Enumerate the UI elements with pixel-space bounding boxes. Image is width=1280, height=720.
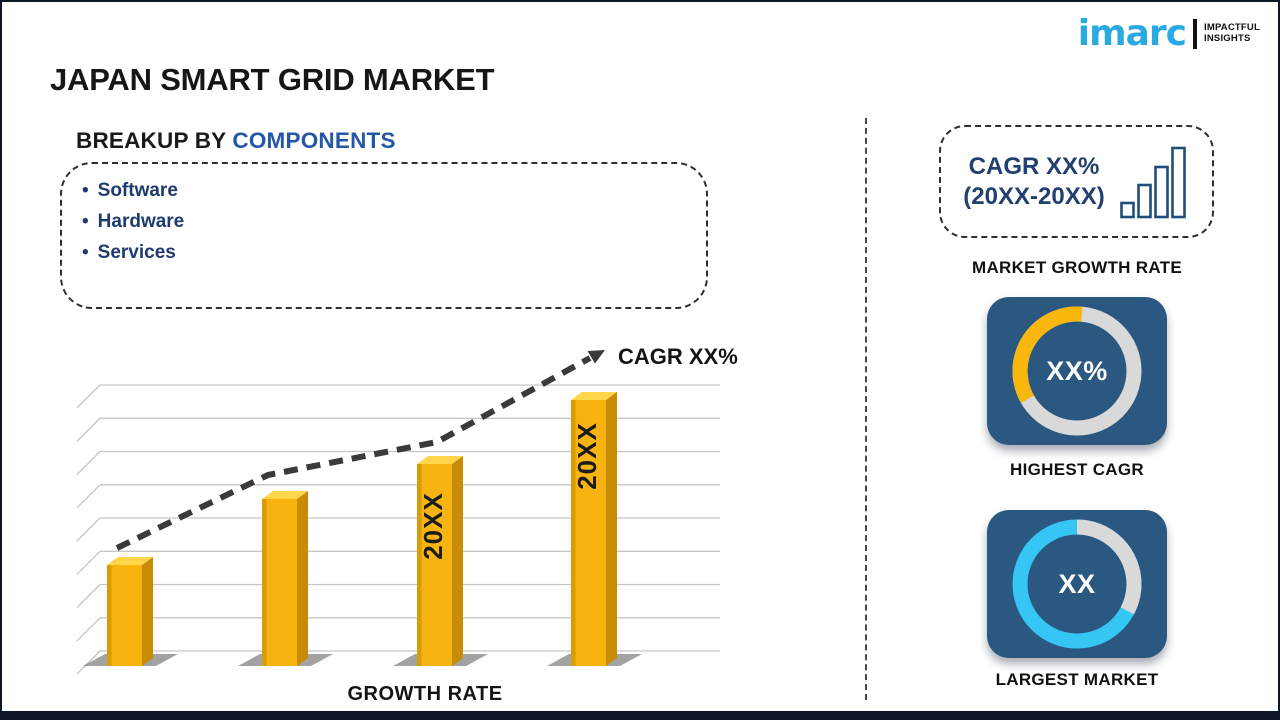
cagr-annotation: CAGR XX% bbox=[618, 344, 738, 369]
trend-arrowhead bbox=[587, 350, 605, 364]
bullet-dot: • bbox=[82, 211, 89, 232]
footer-bar bbox=[2, 711, 1278, 718]
bar-shadows bbox=[83, 654, 642, 666]
largest-market-donut bbox=[1012, 519, 1142, 649]
page-title: JAPAN SMART GRID MARKET bbox=[50, 62, 495, 97]
section-divider bbox=[865, 118, 867, 700]
bar-1 bbox=[107, 557, 153, 666]
breakup-heading: BREAKUP BY COMPONENTS bbox=[76, 128, 396, 153]
components-list: • Software • Hardware • Services bbox=[82, 175, 706, 268]
list-item: • Software bbox=[82, 180, 178, 201]
bar-3 bbox=[417, 456, 463, 666]
highest-cagr-value: XX% bbox=[1046, 355, 1108, 386]
components-box: • Software • Hardware • Services bbox=[60, 162, 708, 309]
highest-cagr-donut bbox=[1012, 306, 1142, 436]
logo-brand-text: imarc bbox=[1077, 13, 1187, 54]
largest-market-value: XX bbox=[1058, 568, 1096, 599]
bar-2 bbox=[262, 491, 308, 666]
cagr-growth-text: CAGR XX% (20XX-20XX) bbox=[963, 152, 1105, 210]
bar-series bbox=[107, 392, 617, 666]
list-item: • Hardware bbox=[82, 211, 185, 232]
highest-cagr-card: XX% bbox=[987, 297, 1167, 445]
highest-cagr-label: HIGHEST CAGR bbox=[1010, 460, 1144, 479]
largest-market-card: XX bbox=[987, 510, 1167, 658]
chart-gridlines bbox=[76, 384, 720, 675]
logo-tagline: IMPACTFUL INSIGHTS bbox=[1204, 22, 1260, 44]
trend-line bbox=[115, 355, 592, 551]
bar-4 bbox=[571, 392, 617, 666]
market-growth-rate-label: MARKET GROWTH RATE bbox=[971, 258, 1182, 277]
logo-divider bbox=[1193, 19, 1198, 49]
largest-market-label: LARGEST MARKET bbox=[995, 670, 1159, 689]
list-item: • Services bbox=[82, 242, 176, 263]
bar-3-label: 20XX bbox=[418, 492, 448, 560]
bullet-dot: • bbox=[82, 242, 89, 263]
growth-bar-chart: 20XX 20XX CAGR XX% GROWTH RATE bbox=[76, 344, 738, 705]
imarc-logo: imarc IMPACTFUL INSIGHTS bbox=[1078, 16, 1260, 52]
bullet-dot: • bbox=[82, 180, 89, 201]
x-axis-label: GROWTH RATE bbox=[347, 683, 502, 705]
breakup-heading-highlight: COMPONENTS bbox=[232, 128, 396, 153]
bar-4-label: 20XX bbox=[572, 422, 602, 490]
cagr-growth-box: CAGR XX% (20XX-20XX) bbox=[939, 125, 1214, 238]
bar-chart-icon bbox=[1119, 146, 1186, 218]
